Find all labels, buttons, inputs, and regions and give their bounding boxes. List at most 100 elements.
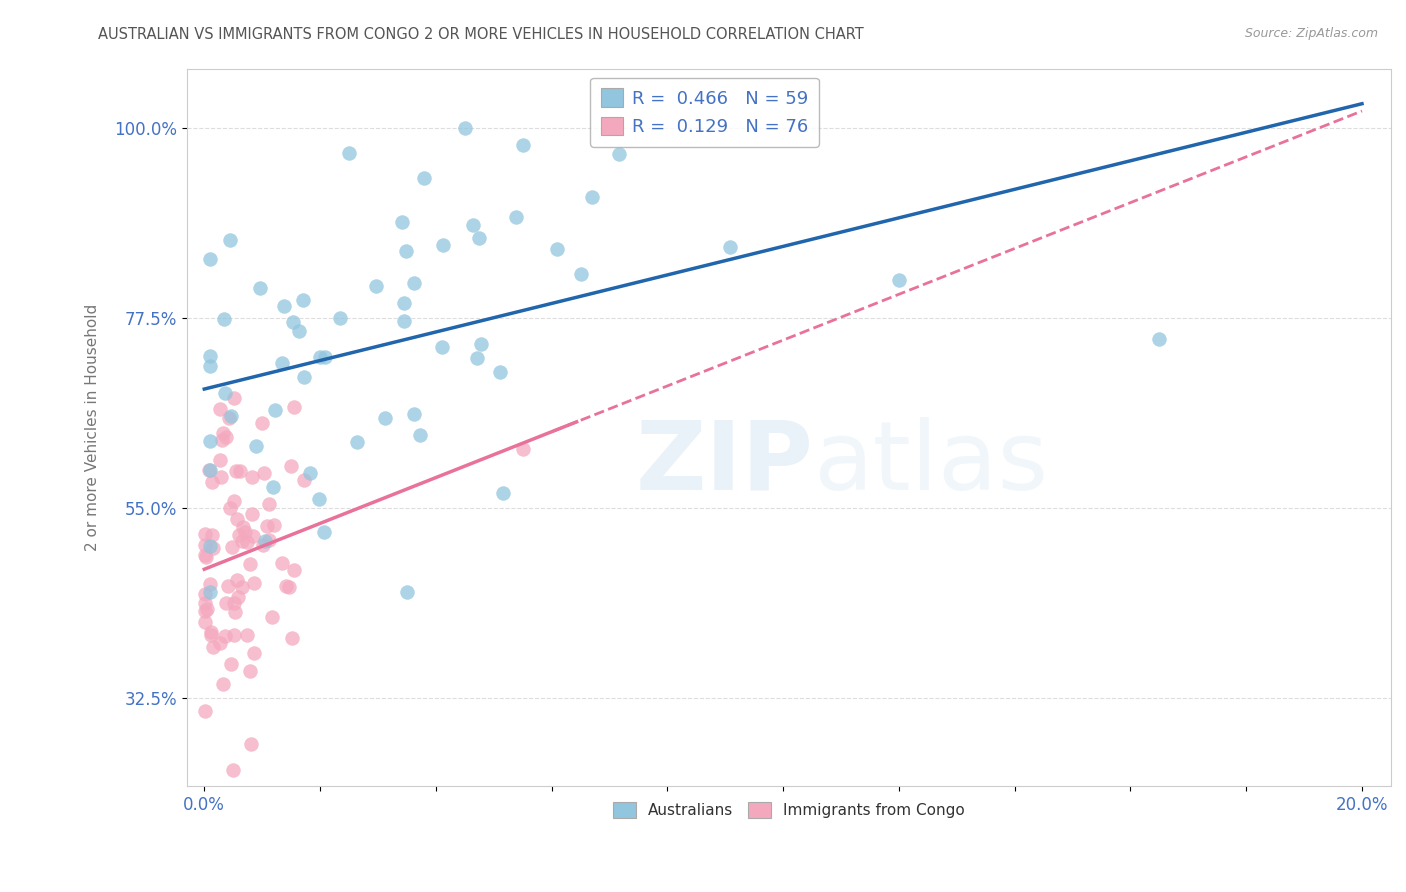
Point [274, 579, 297, 593]
Point [218, 233, 240, 247]
Point [194, 596, 217, 610]
Point [314, 350, 336, 364]
Point [194, 604, 217, 618]
Point [395, 244, 418, 259]
Point [208, 636, 231, 650]
Point [260, 609, 283, 624]
Point [232, 520, 254, 534]
Point [201, 541, 224, 556]
Point [718, 240, 741, 254]
Point [229, 464, 252, 478]
Point [257, 533, 280, 547]
Point [212, 676, 235, 690]
Point [221, 409, 243, 424]
Point [194, 615, 217, 630]
Point [298, 466, 321, 480]
Point [887, 273, 910, 287]
Point [198, 463, 221, 477]
Point [198, 539, 221, 553]
Point [200, 625, 222, 640]
Point [243, 575, 266, 590]
Point [215, 430, 238, 444]
Point [198, 585, 221, 599]
Point [250, 417, 273, 431]
Point [198, 349, 221, 363]
Point [253, 534, 276, 549]
Point [231, 534, 253, 549]
Point [236, 628, 259, 642]
Point [569, 267, 592, 281]
Point [512, 137, 534, 152]
Point [366, 279, 388, 293]
Point [224, 596, 246, 610]
Point [492, 485, 515, 500]
Point [201, 528, 224, 542]
Point [278, 580, 301, 594]
Point [194, 539, 217, 553]
Point [337, 146, 360, 161]
Point [505, 211, 527, 225]
Point [581, 190, 603, 204]
Point [470, 337, 492, 351]
Point [249, 281, 271, 295]
Point [288, 324, 311, 338]
Point [512, 442, 534, 456]
Text: Source: ZipAtlas.com: Source: ZipAtlas.com [1244, 27, 1378, 40]
Point [280, 458, 302, 473]
Point [194, 527, 217, 541]
Point [225, 574, 247, 588]
Point [546, 242, 568, 256]
Point [194, 587, 217, 601]
Point [263, 517, 285, 532]
Point [231, 580, 253, 594]
Point [219, 657, 242, 671]
Point [211, 433, 233, 447]
Point [412, 170, 434, 185]
Text: atlas: atlas [813, 417, 1047, 510]
Point [454, 120, 477, 135]
Point [222, 763, 245, 777]
Point [224, 605, 246, 619]
Point [198, 434, 221, 448]
Point [214, 629, 236, 643]
Point [198, 359, 221, 373]
Point [226, 590, 249, 604]
Point [194, 549, 217, 563]
Point [283, 400, 305, 414]
Point [214, 386, 236, 401]
Point [209, 452, 232, 467]
Point [239, 664, 262, 678]
Point [346, 435, 368, 450]
Point [329, 310, 352, 325]
Point [200, 628, 222, 642]
Point [225, 512, 247, 526]
Point [222, 494, 245, 508]
Point [225, 464, 247, 478]
Y-axis label: 2 or more Vehicles in Household: 2 or more Vehicles in Household [86, 304, 100, 551]
Point [198, 577, 221, 591]
Point [270, 356, 292, 370]
Point [432, 238, 454, 252]
Point [489, 365, 512, 379]
Point [308, 491, 330, 506]
Point [208, 402, 231, 417]
Point [222, 628, 245, 642]
Point [283, 315, 305, 329]
Point [252, 467, 274, 481]
Point [402, 407, 425, 421]
Point [221, 540, 243, 554]
Point [294, 473, 316, 487]
Point [217, 579, 239, 593]
Point [309, 350, 332, 364]
Point [392, 314, 415, 328]
Text: AUSTRALIAN VS IMMIGRANTS FROM CONGO 2 OR MORE VEHICLES IN HOUSEHOLD CORRELATION : AUSTRALIAN VS IMMIGRANTS FROM CONGO 2 OR… [98, 27, 865, 42]
Point [222, 391, 245, 405]
Point [314, 525, 336, 540]
Point [402, 277, 425, 291]
Point [256, 519, 278, 533]
Point [202, 640, 225, 654]
Legend: Australians, Immigrants from Congo: Australians, Immigrants from Congo [605, 794, 973, 825]
Point [239, 737, 262, 751]
Point [198, 463, 221, 477]
Point [212, 311, 235, 326]
